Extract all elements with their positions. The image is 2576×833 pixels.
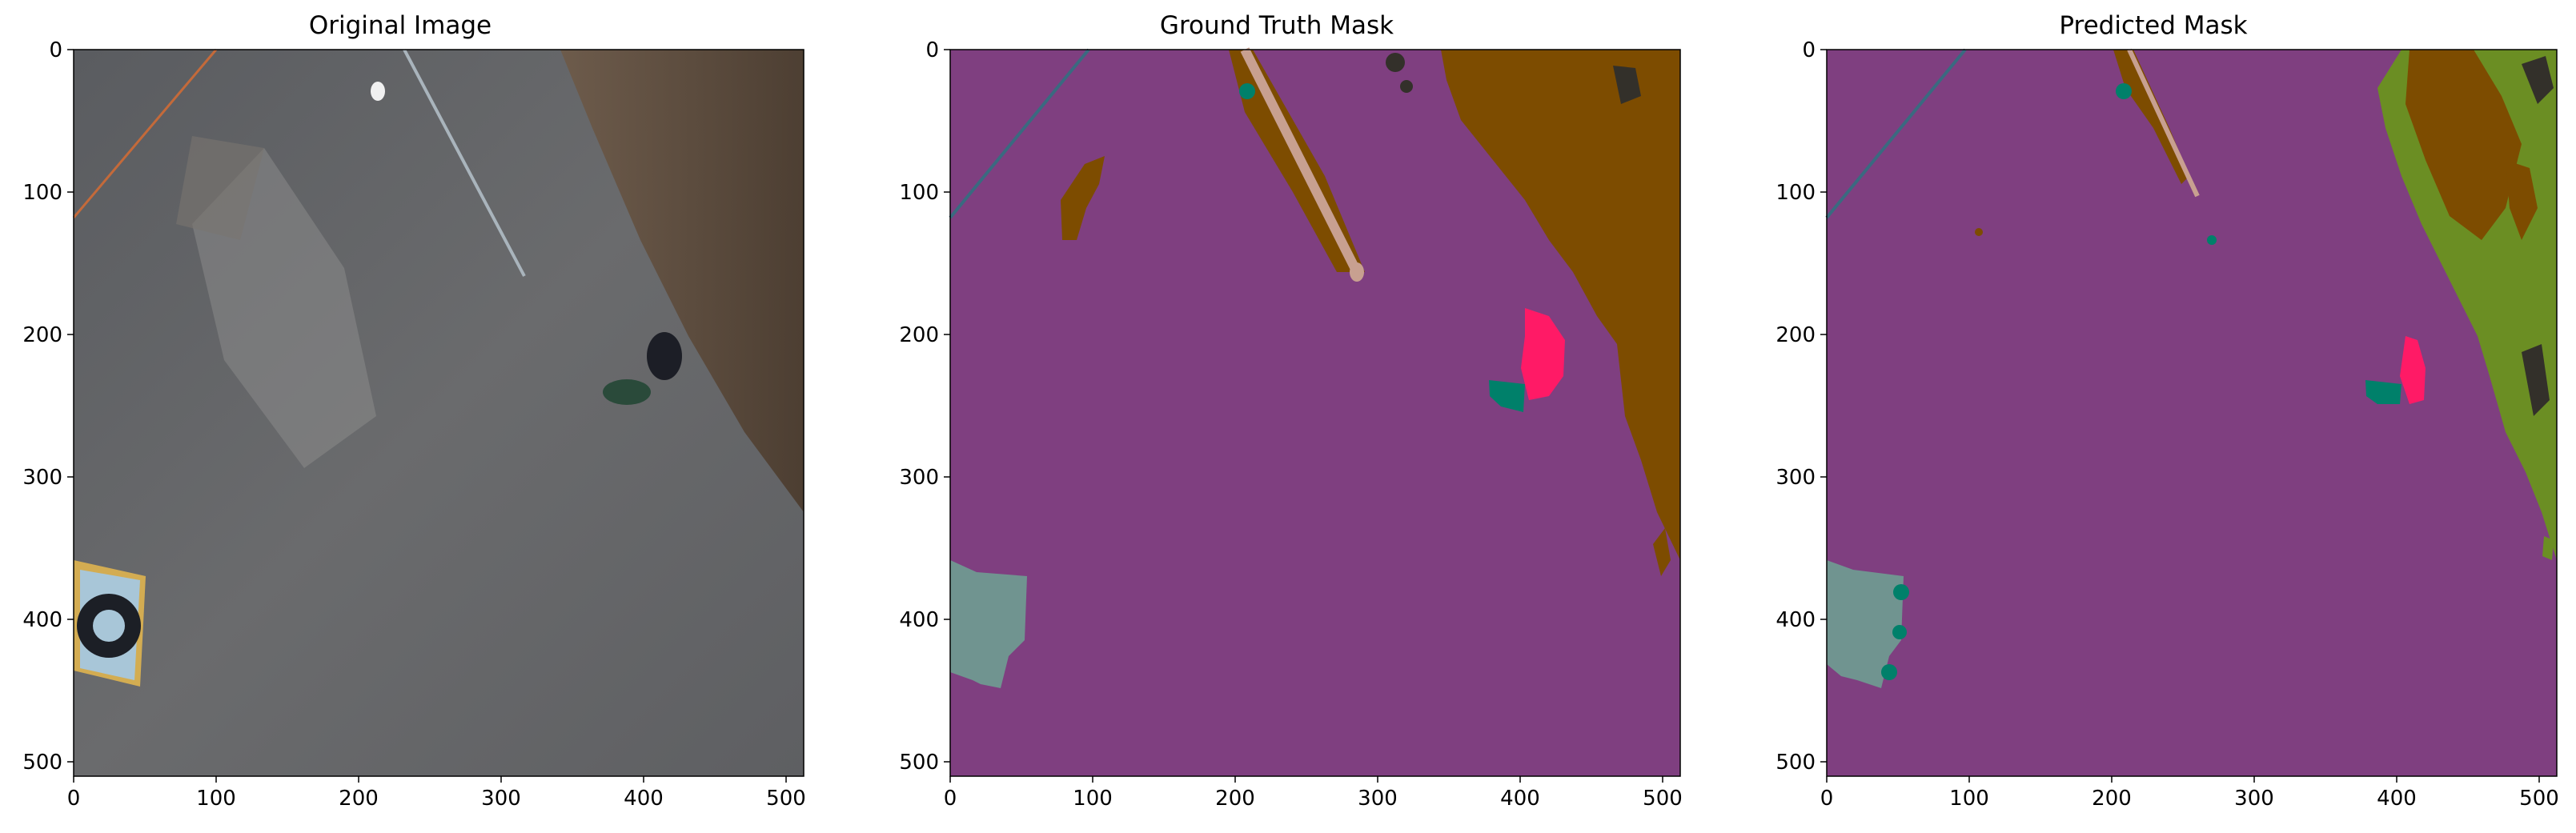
panel-predicted-mask: Predicted Mask (1753, 0, 2558, 833)
y-tick-label: 0 (1802, 38, 1816, 62)
ground-truth-mask-image (949, 47, 1680, 776)
x-tick-label: 0 (67, 787, 81, 811)
y-tick-label: 0 (49, 38, 62, 62)
x-tick-label: 200 (339, 787, 379, 811)
y-axis-ticks: 0 100 200 300 400 500 (1776, 38, 1827, 775)
x-tick-label: 100 (196, 787, 236, 811)
y-tick-label: 0 (925, 38, 939, 62)
panel-title-predicted-mask: Predicted Mask (2059, 11, 2248, 40)
x-tick-label: 300 (2234, 787, 2274, 811)
x-tick-label: 400 (624, 787, 664, 811)
x-tick-label: 0 (944, 787, 957, 811)
x-tick-label: 300 (1358, 787, 1398, 811)
y-tick-label: 300 (1776, 466, 1816, 490)
y-tick-label: 200 (899, 323, 939, 347)
y-tick-label: 500 (22, 751, 62, 775)
predicted-mask-image (1825, 48, 2557, 776)
x-tick-label: 500 (2519, 787, 2559, 811)
x-tick-label: 400 (2377, 787, 2417, 811)
x-tick-label: 400 (1500, 787, 1540, 811)
x-tick-label: 300 (481, 787, 521, 811)
y-tick-label: 300 (899, 466, 939, 490)
x-tick-label: 200 (2092, 787, 2132, 811)
y-tick-label: 100 (899, 181, 939, 205)
y-tick-label: 100 (22, 181, 62, 205)
x-tick-label: 100 (1949, 787, 1989, 811)
y-tick-label: 200 (1776, 323, 1816, 347)
y-tick-label: 400 (22, 608, 62, 632)
panel-title-ground-truth-mask: Ground Truth Mask (1159, 11, 1394, 40)
x-axis-ticks: 0 100 200 300 400 500 (1820, 776, 2559, 811)
x-tick-label: 0 (1820, 787, 1834, 811)
y-tick-label: 500 (899, 751, 939, 775)
y-tick-label: 100 (1776, 181, 1816, 205)
x-tick-label: 500 (766, 787, 806, 811)
axes-frame (1826, 49, 2558, 777)
y-tick-label: 400 (1776, 608, 1816, 632)
predicted-axes: 0 100 200 300 400 500 0 100 200 300 400 … (1776, 38, 2559, 811)
axes-frame (73, 49, 804, 777)
y-tick-label: 300 (22, 466, 62, 490)
x-axis-ticks: 0 100 200 300 400 500 (67, 776, 806, 811)
y-tick-label: 500 (1776, 751, 1816, 775)
y-tick-label: 400 (899, 608, 939, 632)
y-tick-label: 200 (22, 323, 62, 347)
x-tick-label: 500 (1643, 787, 1683, 811)
original-image-axes: 0 100 200 300 400 500 0 100 200 300 400 … (22, 38, 806, 811)
x-tick-label: 200 (1215, 787, 1255, 811)
panel-title-original-image: Original Image (308, 11, 492, 40)
panel-ground-truth-mask: Ground Truth Mask 0 (877, 0, 1682, 833)
x-axis-ticks: 0 100 200 300 400 500 (944, 776, 1683, 811)
y-axis-ticks: 0 100 200 300 400 500 (899, 38, 950, 775)
original-photo (72, 49, 804, 776)
x-tick-label: 100 (1073, 787, 1113, 811)
ground-truth-axes: 0 100 200 300 400 500 0 100 200 300 400 … (899, 38, 1683, 811)
panel-original-image: Original Image (0, 0, 805, 833)
y-axis-ticks: 0 100 200 300 400 500 (22, 38, 74, 775)
axes-frame (949, 49, 1681, 777)
